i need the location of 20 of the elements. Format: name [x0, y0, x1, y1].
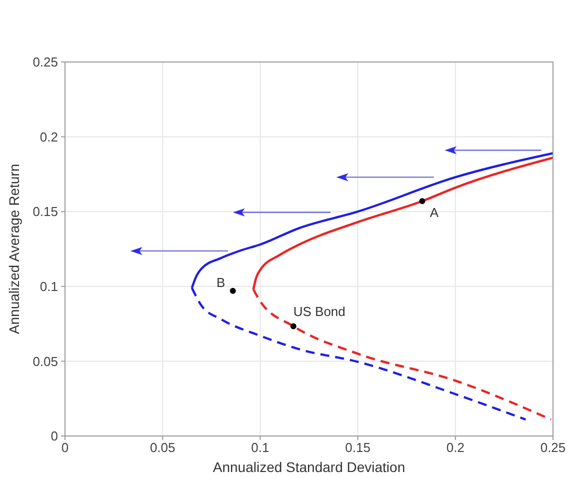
- point: [419, 198, 426, 204]
- x-tick-label: 0.1: [251, 440, 270, 456]
- point: [230, 288, 236, 294]
- y-tick-label: 0.2: [40, 129, 58, 144]
- y-axis-title: Annualized Average Return: [6, 164, 22, 334]
- y-tick-label: 0.1: [40, 279, 58, 294]
- x-tick-label: 0: [61, 440, 69, 456]
- point: [290, 323, 296, 330]
- x-axis-title: Annualized Standard Deviation: [212, 459, 406, 475]
- y-tick-label: 0.05: [32, 354, 58, 369]
- x-tick-label: 0.2: [446, 440, 464, 456]
- x-tick-label: 0.25: [540, 440, 566, 456]
- y-tick-label: 0.25: [32, 54, 58, 70]
- x-tick-label: 0.15: [345, 440, 370, 456]
- x-tick-label: 0.05: [150, 440, 176, 456]
- annotation: A: [430, 205, 439, 220]
- y-tick-label: 0: [50, 428, 58, 444]
- annotation: US Bond: [293, 304, 346, 320]
- y-tick-label: 0.15: [32, 204, 58, 220]
- annotation: B: [216, 274, 226, 290]
